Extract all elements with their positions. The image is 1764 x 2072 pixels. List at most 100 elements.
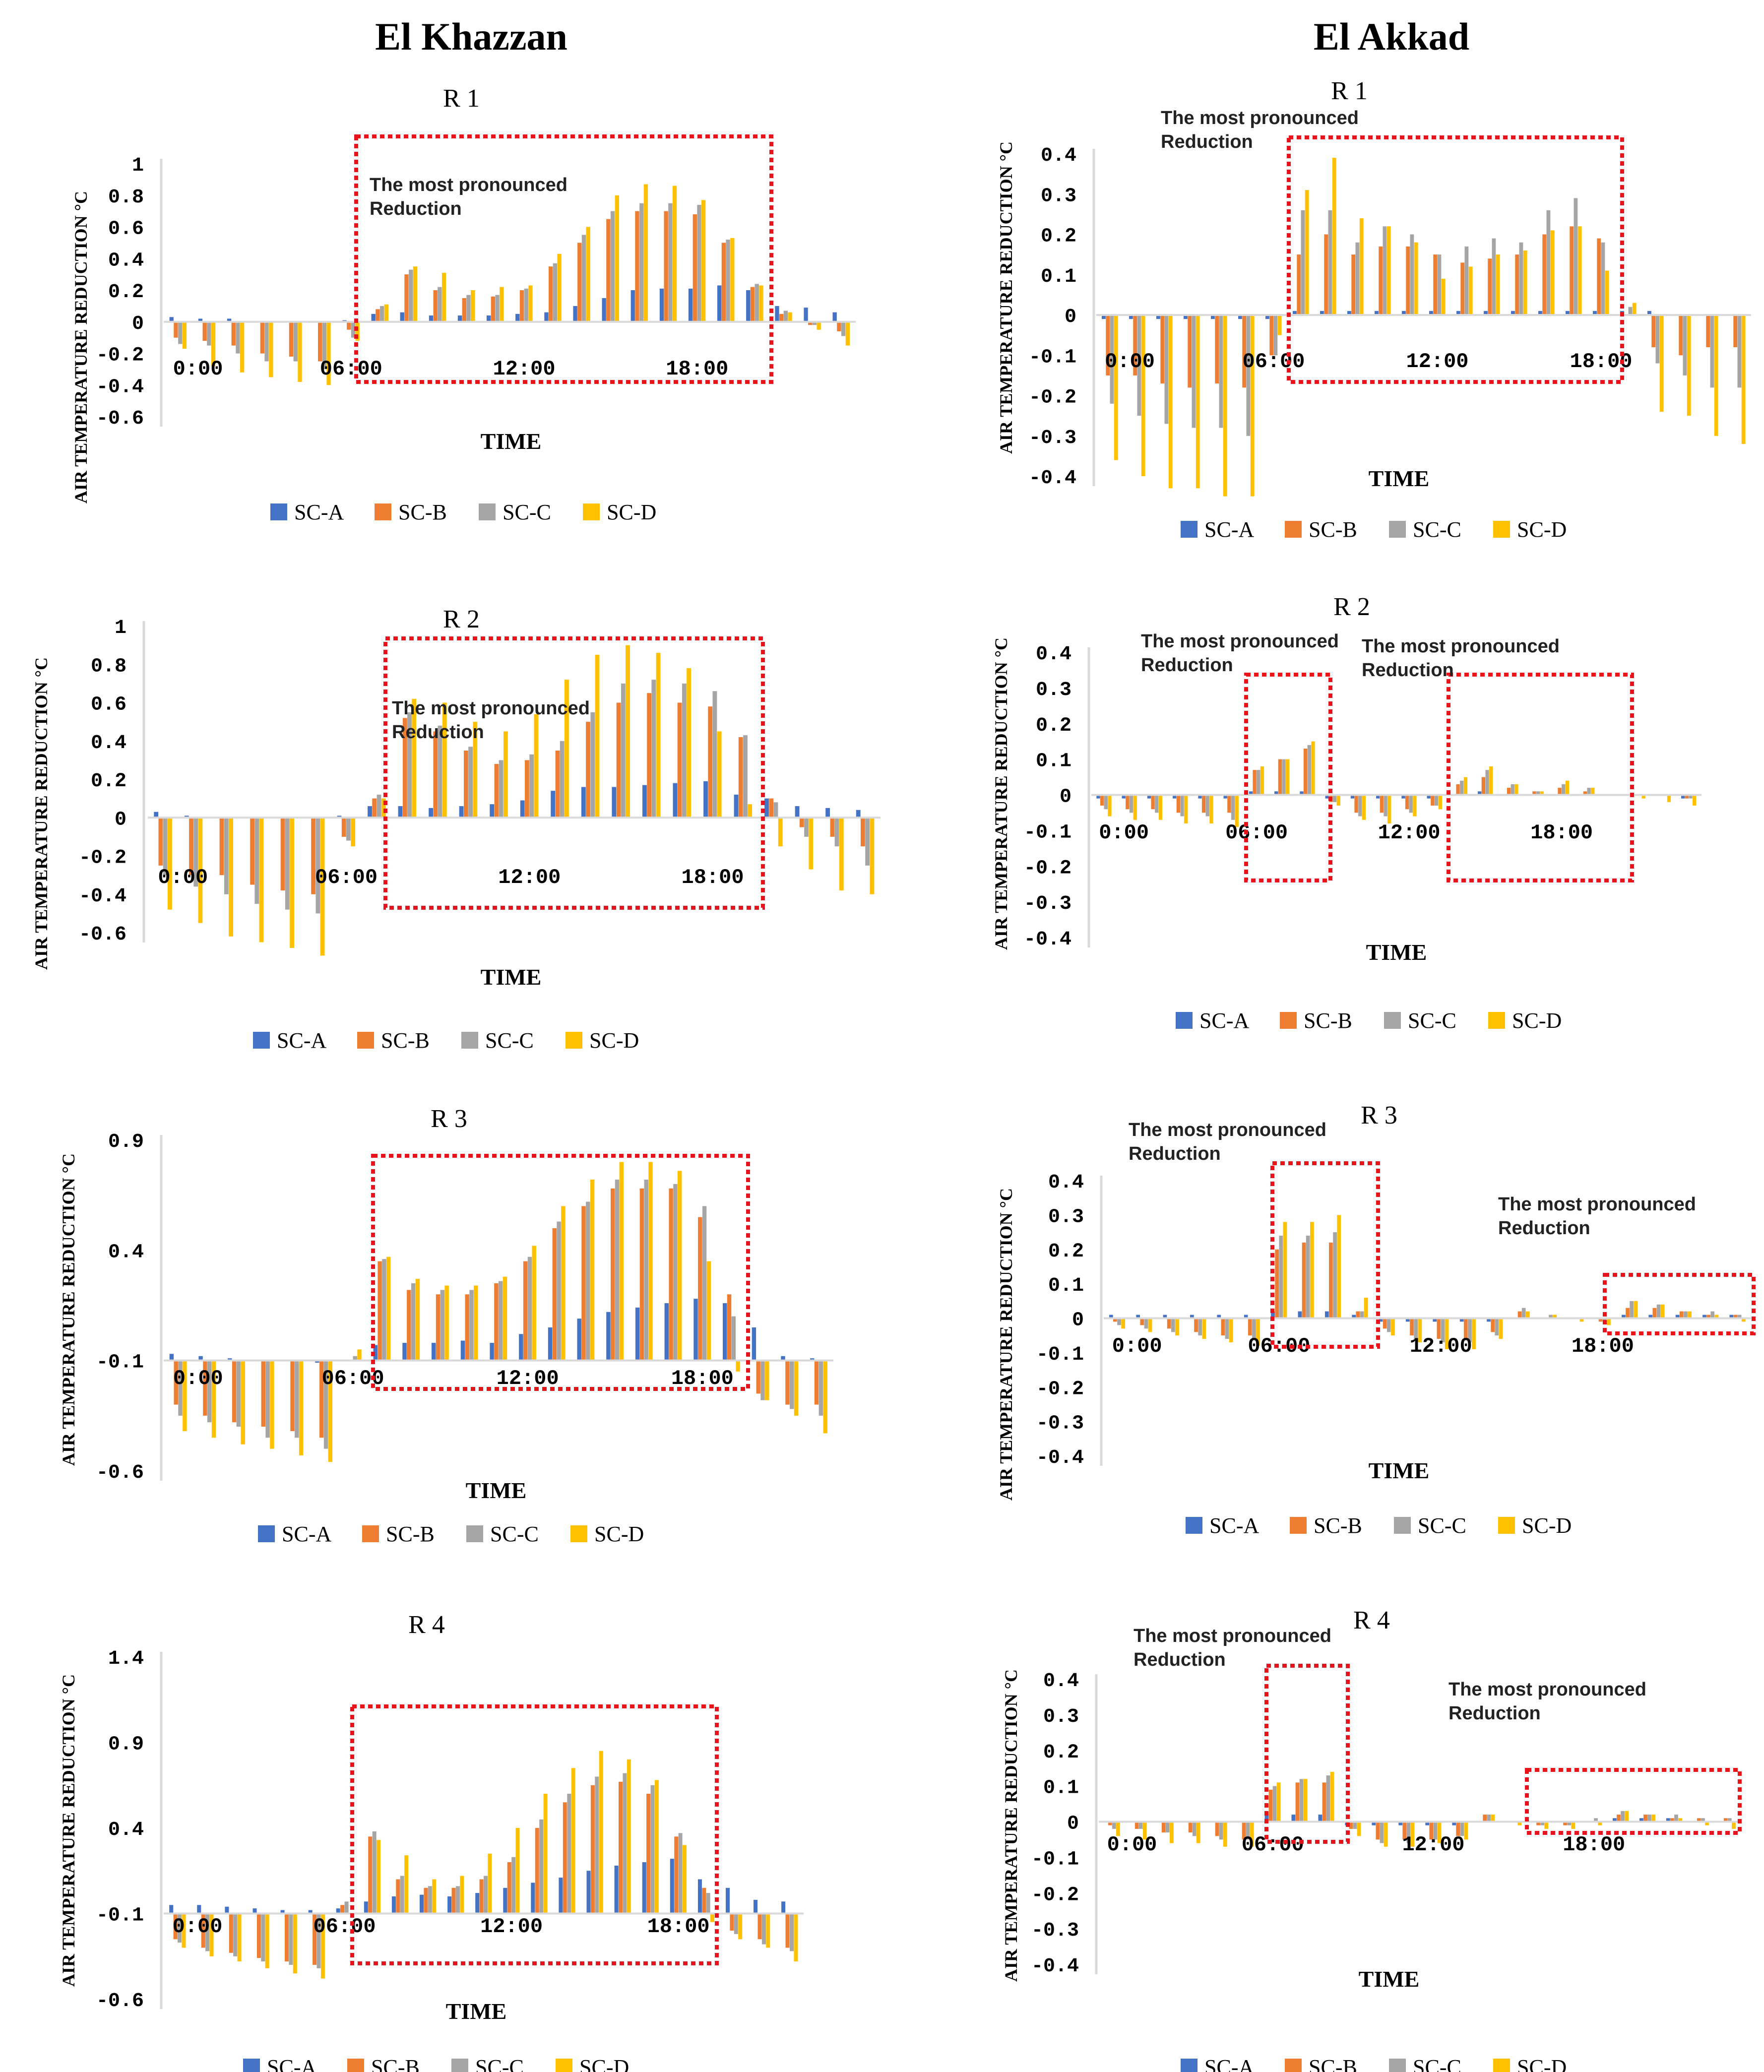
x-tick-label: 18:00 — [666, 357, 728, 381]
bar-sc-a-h21 — [1675, 1315, 1680, 1319]
bar-sc-c-h7 — [379, 306, 384, 322]
bar-sc-c-h19 — [1587, 788, 1591, 795]
legend-label: SC-B — [1314, 1513, 1362, 1538]
chart-ak-r2: R 2 0.4 0.3 0.2 0.1 0 -0.1 -0.2 -0.3 -0.4 0:00 06:0… — [991, 593, 1701, 1033]
bar-sc-b-h1 — [1133, 315, 1137, 376]
bar-sc-a-h9 — [429, 315, 434, 322]
bar-sc-a-h6 — [1271, 1311, 1275, 1319]
bar-sc-d-h12 — [532, 1246, 536, 1361]
bar-sc-a-h10 — [1350, 795, 1355, 799]
bar-sc-d-h12 — [515, 1828, 520, 1914]
bar-sc-d-h8 — [1337, 1215, 1341, 1319]
bar-sc-d-h4 — [298, 321, 302, 382]
bar-sc-b-h1 — [1140, 1318, 1144, 1325]
bar-sc-c-h17 — [1574, 198, 1578, 315]
bar-sc-b-h12 — [507, 1862, 511, 1914]
chart-title: R 3 — [1361, 1101, 1397, 1130]
legend-label: SC-D — [1517, 2055, 1567, 2072]
y-tick-label: 0.4 — [1043, 1670, 1079, 1693]
bar-sc-c-h16 — [1546, 210, 1551, 315]
bar-sc-a-h12 — [515, 314, 520, 322]
bar-sc-b-h0 — [1100, 795, 1104, 806]
bar-sc-b-h14 — [1483, 1815, 1487, 1822]
highlight-box — [371, 1154, 750, 1391]
bar-sc-b-h8 — [396, 1879, 400, 1914]
annotation-text: Reduction — [1449, 1703, 1541, 1724]
bar-sc-a-h12 — [1429, 311, 1433, 315]
bar-sc-d-h16 — [648, 1162, 653, 1361]
bar-sc-b-h14 — [581, 1206, 586, 1361]
bar-sc-a-h4 — [1217, 1315, 1221, 1319]
bar-sc-c-h1 — [193, 817, 198, 887]
bar-sc-b-h7 — [368, 1836, 373, 1914]
x-tick-label: 18:00 — [682, 866, 744, 889]
bar-sc-a-h6 — [1265, 315, 1269, 319]
bar-sc-d-h12 — [1413, 795, 1417, 816]
bar-sc-a-h1 — [197, 1905, 201, 1914]
bar-sc-d-h14 — [571, 1768, 575, 1914]
bar-sc-b-h8 — [1322, 1782, 1326, 1822]
legend-swatch-sc-d — [566, 1032, 582, 1049]
bar-sc-a-h21 — [795, 806, 800, 818]
x-tick-label: 0:00 — [1099, 821, 1149, 845]
bar-sc-a-h3 — [252, 1908, 257, 1914]
x-tick-label: 0:00 — [1105, 350, 1155, 374]
bar-sc-c-h4 — [285, 817, 290, 910]
legend-swatch-sc-d — [570, 1525, 587, 1542]
bar-sc-c-h23 — [841, 321, 846, 336]
bar-sc-d-h23 — [1741, 315, 1746, 444]
bar-sc-c-h1 — [207, 1360, 212, 1423]
bar-sc-a-h1 — [1129, 315, 1133, 319]
bar-sc-c-h2 — [1171, 1318, 1175, 1332]
bar-sc-b-h13 — [1463, 1318, 1468, 1339]
bar-sc-a-h18 — [1593, 311, 1597, 315]
y-tick-label: -0.2 — [1031, 1884, 1079, 1906]
bar-sc-c-h12 — [1409, 795, 1413, 813]
bar-sc-d-h18 — [1598, 1821, 1602, 1825]
legend-swatch-sc-d — [1493, 521, 1510, 538]
bar-sc-b-h20 — [1652, 1308, 1657, 1319]
bar-sc-a-h9 — [432, 1343, 436, 1361]
bar-sc-b-h6 — [1275, 1249, 1279, 1319]
bar-sc-c-h17 — [682, 683, 687, 818]
bar-sc-d-h8 — [1332, 158, 1336, 315]
bar-sc-b-h18 — [693, 214, 697, 322]
bar-sc-b-h7 — [1297, 254, 1301, 315]
bar-sc-a-h23 — [832, 312, 837, 322]
bar-sc-d-h3 — [1184, 795, 1188, 823]
bar-sc-a-h7 — [364, 1901, 368, 1914]
legend-label: SC-B — [1309, 517, 1357, 542]
bar-sc-b-h23 — [1733, 315, 1738, 347]
legend-label: SC-A — [1204, 2055, 1254, 2072]
bar-sc-b-h1 — [189, 817, 193, 876]
y-axis-label: AIR TEMPERATURE REDUCTION °C — [59, 1153, 78, 1466]
y-tick-label: 0.6 — [91, 694, 126, 716]
bar-sc-d-h20 — [1660, 1304, 1665, 1319]
x-axis-label: TIME — [446, 1999, 507, 2024]
bar-sc-d-h7 — [1286, 759, 1290, 795]
chart-ak-r4: R 4 0.4 0.3 0.2 0.1 0 -0.1 -0.2 -0.3 -0.4 0:00 06:0… — [1001, 1606, 1742, 2072]
bar-sc-d-h3 — [1202, 1318, 1206, 1339]
bar-sc-c-h23 — [1737, 1315, 1742, 1319]
bar-sc-a-h18 — [693, 1299, 698, 1361]
bar-sc-d-h0 — [1108, 795, 1112, 816]
bar-sc-d-h0 — [1121, 1318, 1125, 1329]
legend-label: SC-D — [1512, 1008, 1562, 1033]
bar-sc-a-h10 — [460, 1340, 465, 1361]
bar-sc-b-h6 — [1253, 770, 1257, 795]
chart-title: R 3 — [431, 1105, 467, 1133]
bar-sc-d-h12 — [534, 714, 539, 818]
bar-sc-d-h13 — [1468, 266, 1473, 315]
highlight-box — [350, 1704, 719, 1965]
legend-swatch-sc-c — [461, 1032, 478, 1049]
bar-sc-c-h17 — [673, 1184, 678, 1361]
bar-sc-d-h0 — [1116, 1821, 1120, 1836]
bar-sc-d-h14 — [586, 227, 590, 322]
bar-sc-a-h4 — [1198, 795, 1202, 799]
bar-sc-d-h3 — [259, 817, 264, 942]
highlight-box — [1603, 1273, 1756, 1335]
bar-sc-c-h12 — [1433, 1821, 1438, 1840]
bar-sc-a-h16 — [642, 785, 647, 818]
bar-sc-d-h13 — [561, 1206, 566, 1361]
bar-sc-c-h10 — [469, 1290, 474, 1361]
